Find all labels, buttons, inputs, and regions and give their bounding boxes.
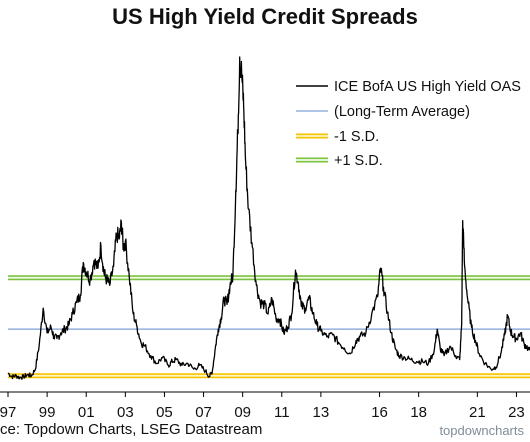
legend-label-oas: ICE BofA US High Yield OAS (334, 79, 521, 95)
x-tick-label: 01 (78, 404, 95, 421)
x-tick-label: 13 (313, 404, 330, 421)
chart-title: US High Yield Credit Spreads (112, 4, 418, 29)
x-tick-label: 05 (156, 404, 173, 421)
legend-label-minus-sd: -1 S.D. (334, 129, 379, 145)
x-tick-label: 99 (39, 404, 56, 421)
x-tick-label: 23 (508, 404, 525, 421)
legend: ICE BofA US High Yield OAS (Long-Term Ave… (296, 79, 521, 169)
legend-label-plus-sd: +1 S.D. (334, 153, 383, 169)
x-tick-label: 21 (469, 404, 486, 421)
series-group (7, 56, 530, 380)
watermark: topdowncharts (439, 423, 524, 438)
x-axis: 97 99 01 03 05 07 09 11 13 16 18 21 23 (0, 391, 530, 421)
x-tick-label: 09 (234, 404, 251, 421)
legend-label-average: (Long-Term Average) (334, 104, 470, 120)
x-tick-label: 07 (195, 404, 212, 421)
x-tick-label: 97 (0, 404, 16, 421)
x-tick-label: 16 (371, 404, 388, 421)
reference-lines (8, 275, 530, 379)
hy-oas-line (7, 56, 530, 380)
x-tick-label: 18 (410, 404, 427, 421)
x-tick-label: 11 (274, 404, 290, 421)
x-tick-label: 03 (117, 404, 134, 421)
source-text: ce: Topdown Charts, LSEG Datastream (0, 421, 263, 438)
